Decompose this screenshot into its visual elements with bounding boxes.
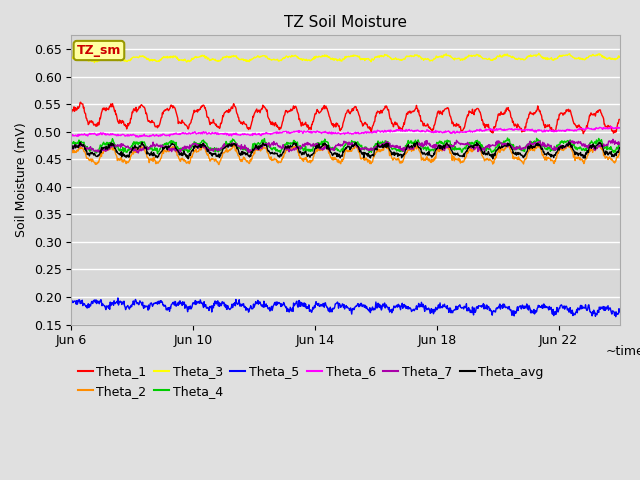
Y-axis label: Soil Moisture (mV): Soil Moisture (mV) xyxy=(15,122,28,237)
X-axis label: ~time: ~time xyxy=(605,345,640,358)
Legend: Theta_1, Theta_2, Theta_3, Theta_4, Theta_5, Theta_6, Theta_7, Theta_avg: Theta_1, Theta_2, Theta_3, Theta_4, Thet… xyxy=(77,365,544,398)
Text: TZ_sm: TZ_sm xyxy=(77,44,121,57)
Title: TZ Soil Moisture: TZ Soil Moisture xyxy=(284,15,407,30)
